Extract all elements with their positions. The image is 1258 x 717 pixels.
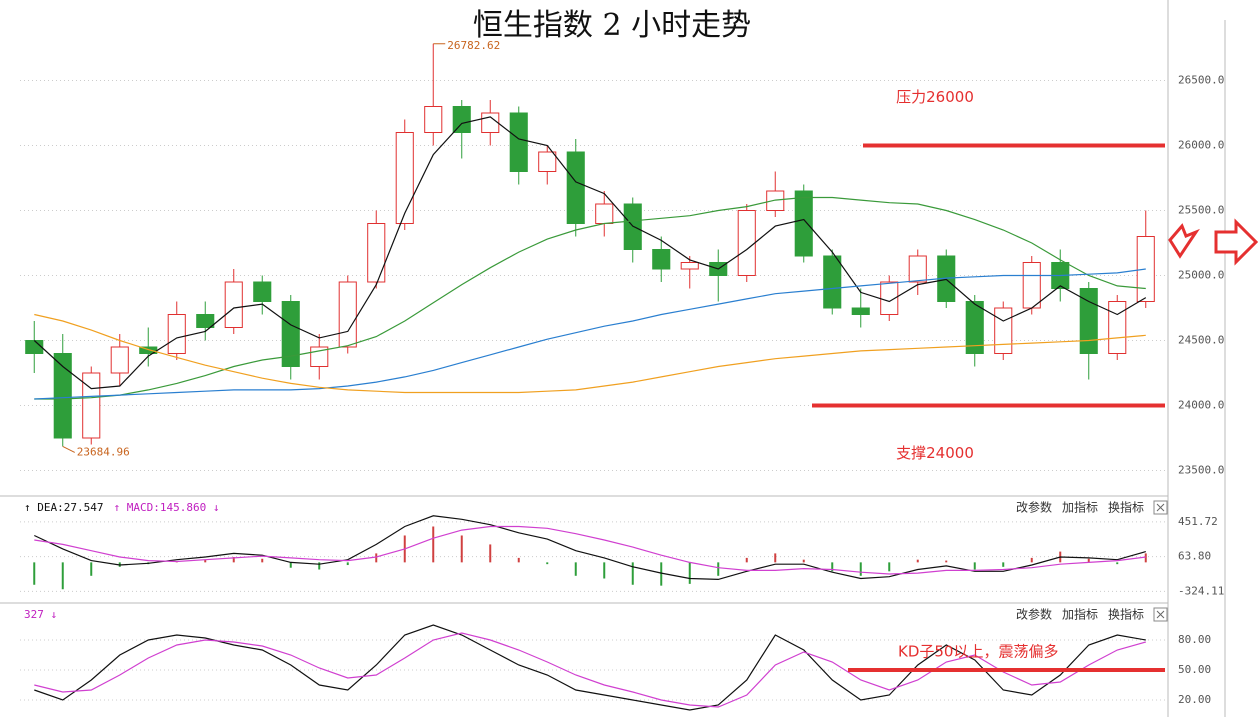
candle-body [994, 307, 1013, 354]
extreme-label: 23684.96 [77, 445, 130, 458]
candle-body [110, 346, 129, 374]
candle-body [623, 203, 642, 250]
extreme-label: 26782.62 [447, 39, 500, 52]
candle-body [82, 372, 101, 439]
candle-body [538, 151, 557, 172]
candle-body [680, 262, 699, 270]
level-label: 支撑24000 [896, 444, 974, 462]
candle-body [224, 281, 243, 328]
y-tick-label: 25500.0 [1178, 204, 1224, 217]
tool-button[interactable]: 加指标 [1062, 500, 1098, 515]
level-label: KD子50以上，震荡偏多 [898, 643, 1058, 661]
candle-body [908, 255, 927, 283]
indicator-line [33, 116, 1147, 390]
candle-body [766, 190, 785, 211]
indicator-line [34, 515, 1146, 581]
candle-body [595, 203, 614, 224]
candle-body [395, 132, 414, 224]
y-tick-label: 24500.0 [1178, 334, 1224, 347]
level-label: 压力26000 [896, 88, 974, 106]
y-tick-label: -324.11 [1178, 584, 1224, 597]
candle-body [737, 210, 756, 276]
arrow-icon [1168, 223, 1200, 259]
tool-button[interactable]: 加指标 [1062, 607, 1098, 622]
y-tick-label: 26000.0 [1178, 139, 1224, 152]
candle-body [823, 255, 842, 309]
y-tick-label: 20.00 [1178, 693, 1211, 706]
y-tick-label: 26500.0 [1178, 74, 1224, 87]
y-tick-label: 451.72 [1178, 515, 1218, 528]
indicator-line [34, 624, 1146, 711]
candle-body [53, 353, 72, 439]
candle-body [424, 106, 443, 133]
candle-body [253, 281, 272, 302]
candle-body [25, 340, 44, 354]
candle-body [1022, 262, 1041, 309]
y-tick-label: 50.00 [1178, 663, 1211, 676]
candle-body [509, 112, 528, 172]
candle-body [167, 314, 186, 354]
tool-button[interactable]: 改参数 [1016, 500, 1052, 515]
arrow-icon [1214, 218, 1258, 266]
candle-body [367, 223, 386, 283]
indicator-line [34, 268, 1146, 400]
close-icon [1156, 610, 1165, 619]
indicator-line [34, 196, 1146, 400]
candle-body [851, 307, 870, 315]
candle-body [338, 281, 357, 348]
tool-button[interactable]: 换指标 [1108, 500, 1144, 515]
candle-body [481, 112, 500, 133]
indicator-label: ↑ MACD:145.860 ↓ [113, 501, 219, 514]
tool-button[interactable]: 改参数 [1016, 607, 1052, 622]
tool-button[interactable]: 换指标 [1108, 607, 1144, 622]
candle-body [566, 151, 585, 224]
candle-body [965, 301, 984, 354]
y-tick-label: 80.00 [1178, 633, 1211, 646]
y-tick-label: 23500.0 [1178, 464, 1224, 477]
indicator-label: ↑ DEA:27.547 [24, 501, 103, 514]
candle-body [452, 106, 471, 133]
candle-body [1108, 301, 1127, 354]
candle-body [281, 301, 300, 367]
candle-body [196, 314, 215, 328]
close-icon [1156, 503, 1165, 512]
candle-body [1079, 288, 1098, 354]
indicator-line [34, 632, 1146, 708]
candle-body [794, 190, 813, 257]
y-tick-label: 24000.0 [1178, 399, 1224, 412]
y-tick-label: 25000.0 [1178, 269, 1224, 282]
indicator-label: 327 ↓ [24, 608, 57, 621]
extreme-leader [62, 446, 75, 453]
indicator-line [34, 313, 1146, 394]
candle-body [652, 249, 671, 270]
indicator-line [34, 525, 1146, 575]
y-tick-label: 63.80 [1178, 550, 1211, 563]
chart-title: 恒生指数 2 小时走势 [473, 8, 751, 43]
